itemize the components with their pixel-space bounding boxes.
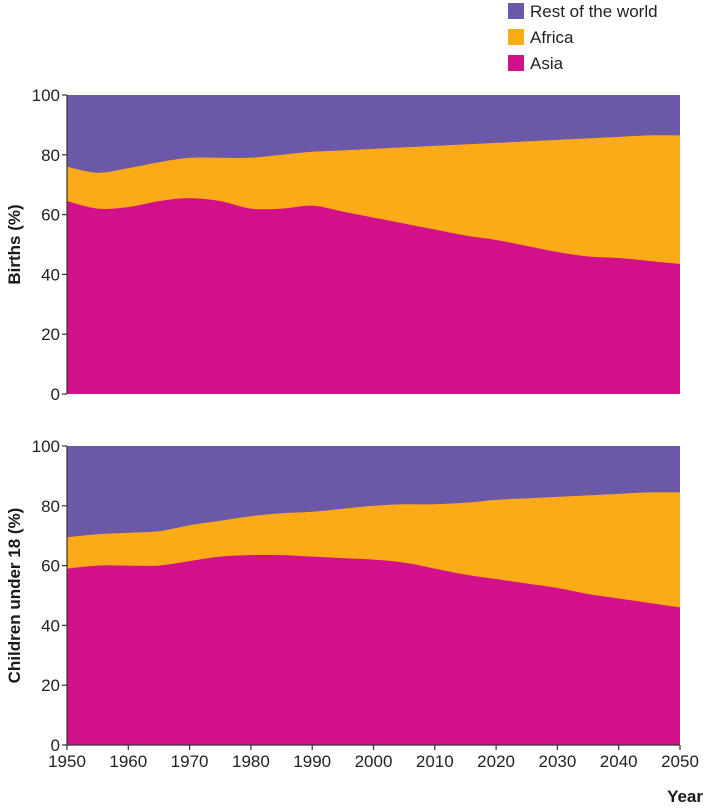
y-tick-label: 100 bbox=[32, 437, 60, 456]
x-tick-label: 2010 bbox=[416, 752, 454, 771]
y-tick-label: 60 bbox=[41, 206, 60, 225]
y-tick-label: 40 bbox=[41, 616, 60, 635]
y-tick-label: 20 bbox=[41, 325, 60, 344]
x-tick-label: 1970 bbox=[171, 752, 209, 771]
births-panel: 0 20 40 60 80 100 Births (%) bbox=[5, 86, 680, 404]
legend-swatch bbox=[508, 3, 524, 19]
x-tick-label: 2050 bbox=[661, 752, 699, 771]
legend-label: Asia bbox=[530, 54, 564, 73]
children-asia-area bbox=[67, 554, 680, 745]
legend-label: Africa bbox=[530, 28, 574, 47]
y-tick-label: 80 bbox=[41, 146, 60, 165]
x-tick-label: 2040 bbox=[600, 752, 638, 771]
y-axis-title: Children under 18 (%) bbox=[5, 508, 24, 684]
x-tick-label: 2020 bbox=[477, 752, 515, 771]
x-tick-label: 1950 bbox=[48, 752, 86, 771]
legend-label: Rest of the world bbox=[530, 2, 658, 21]
x-axis-title: Year bbox=[667, 787, 703, 806]
y-tick-label: 0 bbox=[51, 385, 60, 404]
y-tick-label: 60 bbox=[41, 557, 60, 576]
x-tick-label: 2000 bbox=[355, 752, 393, 771]
y-tick-label: 80 bbox=[41, 497, 60, 516]
y-axis-title: Births (%) bbox=[5, 204, 24, 284]
x-tick-label: 1990 bbox=[293, 752, 331, 771]
legend: Rest of the world Africa Asia bbox=[508, 2, 658, 73]
births-asia-area bbox=[67, 198, 680, 394]
y-tick-label: 100 bbox=[32, 86, 60, 105]
x-tick-label: 1960 bbox=[109, 752, 147, 771]
legend-swatch bbox=[508, 29, 524, 45]
legend-swatch bbox=[508, 55, 524, 71]
y-tick-label: 20 bbox=[41, 676, 60, 695]
y-tick-label: 0 bbox=[51, 736, 60, 755]
x-tick-label: 2030 bbox=[538, 752, 576, 771]
y-tick-label: 40 bbox=[41, 265, 60, 284]
x-tick-label: 1980 bbox=[232, 752, 270, 771]
